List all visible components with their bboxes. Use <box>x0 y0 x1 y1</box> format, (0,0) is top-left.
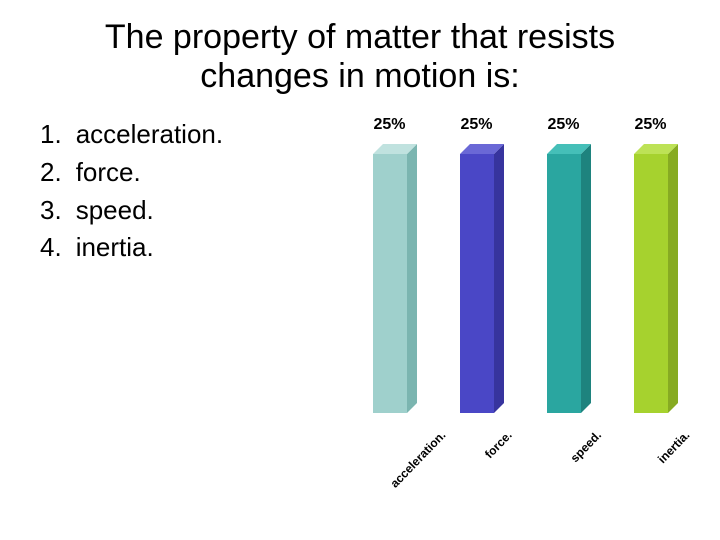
option-4-label: inertia. <box>76 229 223 267</box>
option-3-label: speed. <box>76 192 223 230</box>
answer-options: 1. acceleration. 2. force. 3. speed. 4. … <box>40 116 340 496</box>
xlabel-2: force. <box>482 428 515 461</box>
option-4-number: 4. <box>40 229 76 267</box>
bar-2 <box>460 154 494 413</box>
option-2-label: force. <box>76 154 223 192</box>
option-1-number: 1. <box>40 116 76 154</box>
bars-container <box>340 134 700 414</box>
bar-value-3: 25% <box>520 116 607 134</box>
option-3-number: 3. <box>40 192 76 230</box>
option-2: 2. force. <box>40 154 223 192</box>
bar-value-2: 25% <box>433 116 520 134</box>
bar-1 <box>373 154 407 413</box>
option-4: 4. inertia. <box>40 229 223 267</box>
content-row: 1. acceleration. 2. force. 3. speed. 4. … <box>0 106 720 496</box>
xlabel-3: speed. <box>568 428 604 465</box>
poll-bar-chart: 25% 25% 25% 25% acceleration. force. spe… <box>340 116 700 496</box>
xlabel-1: acceleration. <box>387 428 448 491</box>
bar-value-row: 25% 25% 25% 25% <box>340 116 700 134</box>
option-3: 3. speed. <box>40 192 223 230</box>
option-1: 1. acceleration. <box>40 116 223 154</box>
bar-value-1: 25% <box>346 116 433 134</box>
bar-value-4: 25% <box>607 116 694 134</box>
xlabel-4: inertia. <box>655 428 692 466</box>
option-1-label: acceleration. <box>76 116 223 154</box>
option-2-number: 2. <box>40 154 76 192</box>
bar-3 <box>547 154 581 413</box>
question-title: The property of matter that resists chan… <box>0 0 720 106</box>
x-axis-labels: acceleration. force. speed. inertia. <box>340 414 700 436</box>
bar-4 <box>634 154 668 413</box>
